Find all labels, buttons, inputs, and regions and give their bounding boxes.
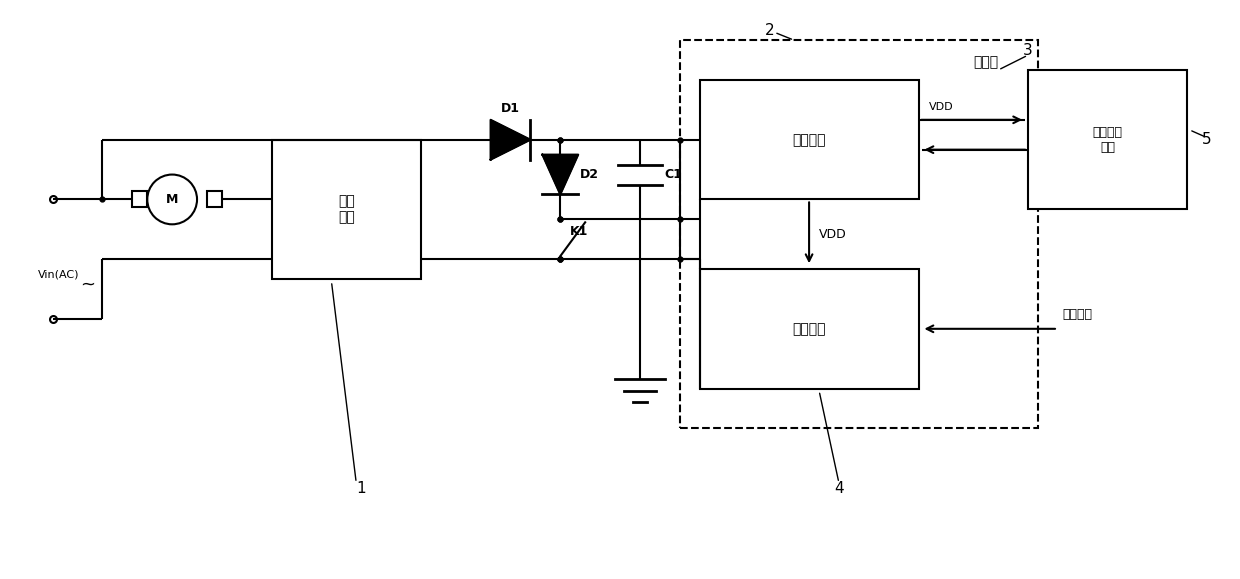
Text: 整流
模块: 整流 模块 [339, 195, 355, 225]
Text: 2: 2 [765, 23, 774, 38]
Text: 调速系统: 调速系统 [792, 322, 826, 336]
Text: 钳位控制
模块: 钳位控制 模块 [1092, 126, 1122, 153]
Text: Vin(AC): Vin(AC) [37, 269, 79, 279]
Bar [272, 140, 420, 279]
Text: 5: 5 [1203, 132, 1211, 147]
Bar [1028, 70, 1187, 210]
Bar [133, 192, 148, 207]
Text: 控制器: 控制器 [973, 55, 998, 69]
Text: 调速信号: 调速信号 [1063, 308, 1092, 321]
Text: 电源系统: 电源系统 [792, 133, 826, 146]
Text: K1: K1 [570, 225, 589, 238]
Polygon shape [542, 155, 578, 195]
Text: VDD: VDD [929, 102, 954, 112]
Text: 3: 3 [1023, 43, 1033, 58]
Text: 1: 1 [356, 481, 366, 496]
Text: ~: ~ [81, 275, 95, 293]
Text: 4: 4 [835, 481, 843, 496]
Text: D2: D2 [580, 168, 599, 181]
Bar [680, 40, 1038, 428]
Bar [207, 192, 222, 207]
Text: C1: C1 [665, 168, 683, 181]
Polygon shape [491, 120, 531, 160]
Text: M: M [166, 193, 179, 206]
Bar [699, 269, 919, 389]
Text: D1: D1 [501, 102, 520, 115]
Text: VDD: VDD [820, 228, 847, 241]
Bar [699, 80, 919, 199]
